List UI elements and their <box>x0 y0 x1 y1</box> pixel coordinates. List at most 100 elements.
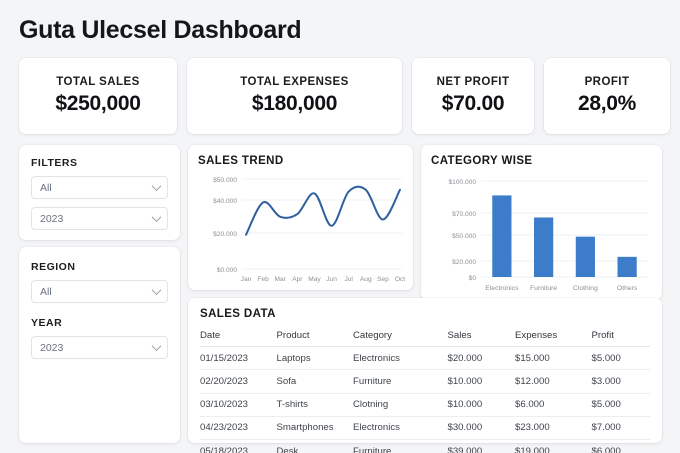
chevron-down-icon <box>151 284 162 295</box>
table-cell-sales: $20.000 <box>447 346 515 371</box>
sales-data-table: Date Product Category Sales Expenses Pro… <box>200 324 650 453</box>
filters-heading: FILTERS <box>31 157 78 169</box>
sales-data-title: SALES DATA <box>200 308 276 320</box>
table-cell-date: 03/10/2023 <box>200 393 277 417</box>
kpi-value: $180,000 <box>251 92 338 115</box>
table-cell-sales: $10.000 <box>447 369 515 394</box>
svg-text:$40.000: $40.000 <box>213 198 237 205</box>
svg-text:$0.000: $0.000 <box>217 267 238 274</box>
filters-panel: FILTERS All 2023 <box>19 145 180 240</box>
svg-text:Jan: Jan <box>241 276 252 283</box>
table-cell-expenses: $15.000 <box>515 346 592 371</box>
kpi-value: $250,000 <box>55 92 141 115</box>
table-cell-product: T-shirts <box>276 393 353 417</box>
table-cell-expenses: $19.000 <box>515 445 550 453</box>
year-heading: YEAR <box>31 317 63 329</box>
category-wise-title: CATEGORY WISE <box>431 155 533 167</box>
kpi-label: PROFIT <box>584 76 630 88</box>
category-wise-chart: $100.000 $70.000 $50.000 $20.000 $0 Electroni… <box>431 171 654 299</box>
column-header-profit[interactable]: Profit <box>591 324 650 348</box>
table-cell-sales: $39.000 <box>447 445 483 453</box>
table-cell-profit: $5.000 <box>591 346 650 371</box>
chevron-down-icon <box>151 340 162 351</box>
column-header-sales[interactable]: Sales <box>447 324 515 348</box>
table-cell-product: Desk <box>276 445 299 453</box>
table-cell-profit: $5.000 <box>591 393 650 417</box>
region-select-value: All <box>40 285 52 298</box>
filter-select-year-value: 2023 <box>40 212 64 225</box>
svg-text:Jun: Jun <box>326 276 337 283</box>
table-cell-date: 04/23/2023 <box>200 416 277 440</box>
svg-text:Jul: Jul <box>344 276 353 283</box>
chevron-down-icon <box>151 180 162 191</box>
year-select[interactable]: 2023 <box>31 336 168 359</box>
svg-text:$0: $0 <box>469 275 477 282</box>
table-cell-expenses: $12.000 <box>515 369 592 394</box>
table-cell-product: Laptops <box>276 346 353 371</box>
svg-text:Apr: Apr <box>292 276 303 283</box>
table-cell-expenses: $23.000 <box>515 416 592 440</box>
table-body: 01/15/2023 Laptops Electronics $20.000 $15.0… <box>200 346 650 453</box>
region-select[interactable]: All <box>31 280 168 303</box>
sales-trend-panel: SALES TREND $50.000 $40.000 $20.000 $0.000 J… <box>188 145 413 290</box>
svg-text:Clothing: Clothing <box>573 285 598 292</box>
svg-text:$20.000: $20.000 <box>452 259 476 266</box>
svg-text:Others: Others <box>617 285 638 292</box>
table-row[interactable]: 04/23/2023 Smartphones Electronics $30.000 $… <box>200 416 650 440</box>
svg-text:Furniture: Furniture <box>530 285 557 292</box>
table-row[interactable]: 01/15/2023 Laptops Electronics $20.000 $15.0… <box>200 346 650 371</box>
kpi-value: 28,0% <box>577 92 637 115</box>
table-cell-date: 05/18/2023 <box>200 445 249 453</box>
sales-trend-chart: $50.000 $40.000 $20.000 $0.000 Jan Feb Mar Apr M… <box>198 171 405 289</box>
svg-text:$70.000: $70.000 <box>452 211 476 218</box>
svg-text:$50.000: $50.000 <box>213 177 237 184</box>
table-cell-sales: $30.000 <box>447 416 515 440</box>
table-row[interactable]: 03/10/2023 T-shirts Clotning $10.000 $6.000 $… <box>200 393 650 417</box>
category-wise-svg: $100.000 $70.000 $50.000 $20.000 $0 Electroni… <box>448 179 648 292</box>
kpi-label: TOTAL SALES <box>56 76 140 88</box>
kpi-card-profit-percent: PROFIT 28,0% <box>544 58 670 134</box>
filter-select-all-value: All <box>40 181 52 194</box>
sales-trend-title: SALES TREND <box>198 155 284 167</box>
filter-select-year[interactable]: 2023 <box>31 207 168 230</box>
page-title: Guta Ulecsel Dashboard <box>19 16 302 44</box>
category-wise-panel: CATEGORY WISE $100.000 $70.000 $50.000 $20.… <box>421 145 662 300</box>
column-header-category[interactable]: Category <box>353 324 448 348</box>
filter-select-all[interactable]: All <box>31 176 168 199</box>
table-cell-expenses: $6.000 <box>515 393 592 417</box>
kpi-row: TOTAL SALES $250,000 TOTAL EXPENSES $180… <box>19 58 670 134</box>
table-cell-sales: $10.000 <box>447 393 515 417</box>
svg-text:Aug: Aug <box>360 276 372 283</box>
kpi-label: TOTAL EXPENSES <box>240 76 349 88</box>
svg-text:Sep: Sep <box>377 276 389 283</box>
table-row[interactable]: 05/18/2023 Desk Furniture $39.000 $19.000 $6.… <box>200 439 650 453</box>
column-header-date[interactable]: Date <box>200 324 277 348</box>
table-cell-category: Clotning <box>353 393 448 417</box>
sales-data-panel: SALES DATA Date Product Category Sales E… <box>188 298 662 453</box>
svg-text:Mar: Mar <box>275 276 287 283</box>
svg-text:May: May <box>308 276 321 283</box>
table-cell-profit: $3.000 <box>591 369 650 394</box>
kpi-card-net-profit: NET PROFIT $70.00 <box>412 58 534 134</box>
region-panel: REGION All YEAR 2023 <box>19 247 180 443</box>
column-header-product[interactable]: Product <box>276 324 353 348</box>
kpi-card-total-sales: TOTAL SALES $250,000 <box>19 58 177 134</box>
table-cell-product: Sofa <box>276 369 353 394</box>
svg-text:$50.000: $50.000 <box>452 233 476 240</box>
year-select-value: 2023 <box>40 341 64 354</box>
table-cell-date: 01/15/2023 <box>200 346 277 371</box>
table-cell-date: 02/20/2023 <box>200 369 277 394</box>
kpi-value: $70.00 <box>441 92 505 115</box>
table-cell-profit: $7.000 <box>591 416 650 440</box>
table-header-row: Date Product Category Sales Expenses Pro… <box>200 324 650 348</box>
table-cell-product: Smartphones <box>276 416 353 440</box>
svg-text:$20.000: $20.000 <box>213 231 237 238</box>
table-cell-category: Electronics <box>353 346 448 371</box>
chevron-down-icon <box>151 211 162 222</box>
column-header-expenses[interactable]: Expenses <box>515 324 592 348</box>
svg-text:$100.000: $100.000 <box>448 179 476 186</box>
table-cell-category: Furniture <box>353 369 448 394</box>
table-row[interactable]: 02/20/2023 Sofa Furniture $10.000 $12.000 $3.… <box>200 369 650 394</box>
